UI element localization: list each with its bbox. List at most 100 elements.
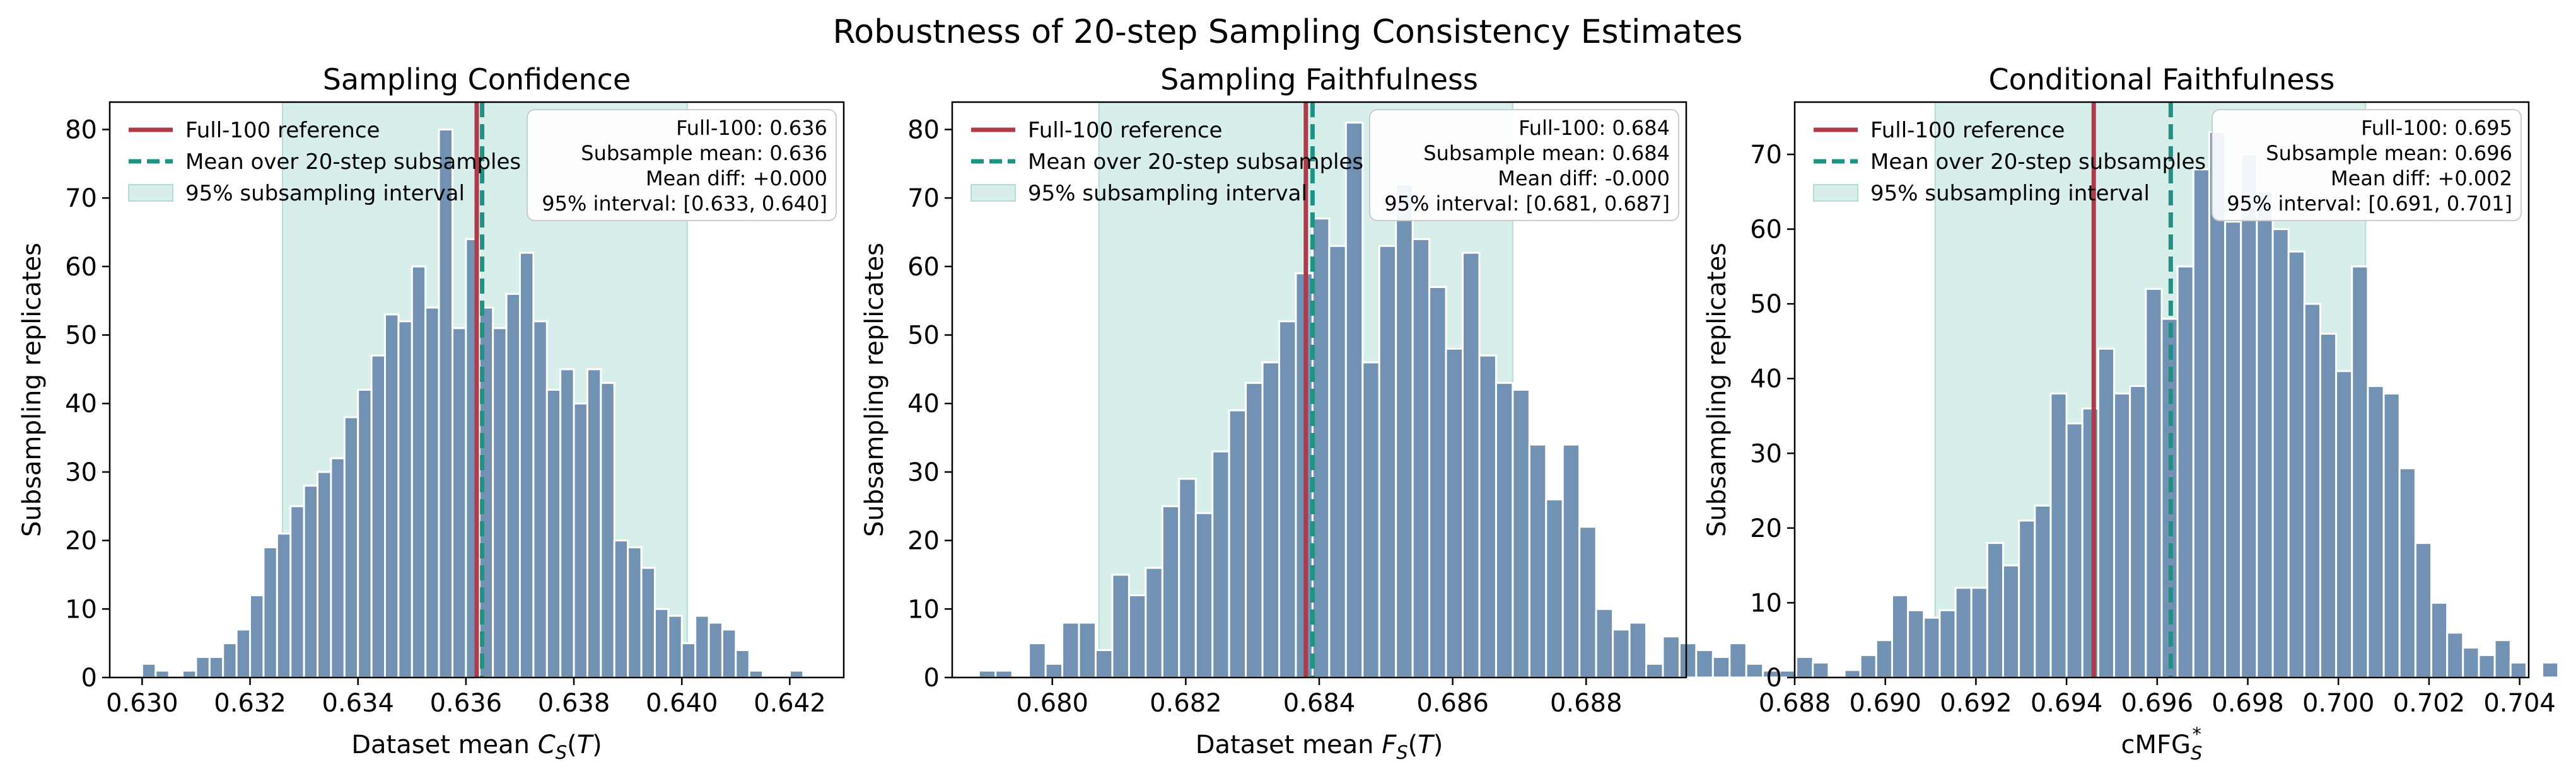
histogram-bar <box>1363 362 1379 677</box>
histogram-bar <box>2415 543 2431 677</box>
histogram-bar <box>1079 623 1095 677</box>
histogram-bar <box>358 390 371 678</box>
y-tick-label: 80 <box>907 115 940 144</box>
histogram-bar <box>1246 383 1262 677</box>
histogram-bar <box>1845 670 1860 677</box>
stats-line: Mean diff: +0.000 <box>646 166 827 190</box>
histogram-bar <box>1971 588 1987 677</box>
histogram-bar <box>1479 355 1496 677</box>
histogram-bar <box>2051 393 2066 677</box>
histogram-bar <box>533 321 547 677</box>
histogram-bar <box>1696 650 1713 677</box>
legend-label: Mean over 20-step subsamples <box>1028 149 1363 175</box>
stats-line: Subsample mean: 0.684 <box>1423 141 1670 165</box>
subplot-title: Sampling Confidence <box>323 62 631 96</box>
histogram-bar <box>682 643 695 677</box>
histogram-bar <box>2193 170 2209 677</box>
histogram-bar <box>1262 362 1279 677</box>
histogram-bar <box>1312 219 1329 677</box>
histogram-bar <box>2399 468 2415 677</box>
histogram-bar <box>2130 386 2146 677</box>
histogram-bar <box>250 596 264 677</box>
x-tick-label: 0.688 <box>1550 689 1623 718</box>
histogram-bar <box>426 308 439 677</box>
y-tick-label: 40 <box>1750 365 1782 394</box>
histogram-bar <box>2257 192 2273 677</box>
x-axis-label-part: S <box>556 742 567 763</box>
x-tick-label: 0.698 <box>2212 689 2284 718</box>
legend-label: Mean over 20-step subsamples <box>1870 149 2206 175</box>
x-axis-label-part: ) <box>1433 730 1443 759</box>
x-tick-label: 0.702 <box>2393 689 2466 718</box>
histogram-bar <box>1430 287 1446 677</box>
histogram-bar <box>1580 527 1596 677</box>
legend-swatch-interval <box>129 185 173 201</box>
histogram-bar <box>1730 643 1746 677</box>
y-tick-label: 70 <box>907 184 940 213</box>
histogram-bar <box>1679 643 1696 677</box>
histogram-bar <box>1496 383 1512 677</box>
legend-label: Full-100 reference <box>1028 118 1222 143</box>
x-tick-label: 0.696 <box>2121 689 2194 718</box>
histogram-bar <box>318 472 331 677</box>
x-tick-label: 0.684 <box>1283 689 1356 718</box>
histogram-bar <box>2510 662 2526 677</box>
histogram-bar <box>1179 479 1196 677</box>
legend-label: Mean over 20-step subsamples <box>185 149 521 175</box>
x-tick-label: 0.700 <box>2302 689 2375 718</box>
histogram-bar <box>493 328 506 677</box>
histogram-bar <box>277 534 290 677</box>
histogram-bar <box>1892 596 1908 677</box>
histogram-bar <box>561 369 574 677</box>
histogram-bar <box>1646 664 1663 677</box>
y-tick-label: 50 <box>907 321 940 350</box>
x-tick-label: 0.632 <box>214 689 286 718</box>
histogram-bar <box>1563 444 1579 677</box>
histogram-bar <box>1780 671 1796 677</box>
histogram-bar <box>2463 648 2479 677</box>
histogram-bar <box>641 568 655 677</box>
stats-line: Full-100: 0.636 <box>676 116 827 140</box>
histogram-bar <box>2273 229 2288 677</box>
histogram-bar <box>709 623 722 677</box>
histogram-bar <box>1955 588 1971 677</box>
x-tick-label: 0.704 <box>2483 689 2556 718</box>
histogram-bar <box>2479 655 2495 677</box>
histogram-bar <box>2368 386 2384 677</box>
histogram-bar <box>236 630 250 677</box>
histogram-bar <box>2336 371 2352 677</box>
histogram-bar <box>399 321 412 677</box>
histogram-bar <box>1613 630 1629 677</box>
legend-swatch-interval <box>971 185 1015 201</box>
histogram-bar <box>1162 506 1179 677</box>
y-tick-label: 60 <box>907 253 940 282</box>
legend-label: 95% subsampling interval <box>1028 181 1307 206</box>
histogram-bar <box>628 547 641 677</box>
y-tick-label: 10 <box>907 595 940 624</box>
histogram-bar <box>2066 424 2082 677</box>
histogram-bar <box>749 671 762 677</box>
x-tick-label: 0.680 <box>1016 689 1088 718</box>
histogram-bar <box>574 403 587 677</box>
y-tick-label: 70 <box>65 184 97 213</box>
histogram-bar <box>2114 393 2130 677</box>
y-tick-label: 20 <box>65 527 97 556</box>
x-axis-label-part: Dataset mean <box>1196 730 1382 759</box>
histogram-bar <box>614 541 627 677</box>
histogram-bar <box>1940 610 1955 677</box>
histogram-bar <box>183 671 196 677</box>
x-axis-label-part: S <box>2191 742 2202 764</box>
x-axis-label-part: C <box>538 730 556 759</box>
y-tick-label: 50 <box>1750 290 1782 319</box>
y-tick-label: 10 <box>65 595 97 624</box>
subplot-title: Conditional Faithfulness <box>1988 62 2334 96</box>
legend-label: 95% subsampling interval <box>185 181 465 206</box>
histogram-bar <box>547 390 560 678</box>
histogram-bar <box>1096 650 1112 677</box>
histogram-bar <box>2352 267 2368 677</box>
histogram-bar <box>1346 123 1362 677</box>
y-axis-label: Subsampling replicates <box>860 243 889 537</box>
histogram-bar <box>412 267 425 677</box>
x-axis-label-part: ) <box>592 730 602 759</box>
x-tick-label: 0.642 <box>754 689 826 718</box>
